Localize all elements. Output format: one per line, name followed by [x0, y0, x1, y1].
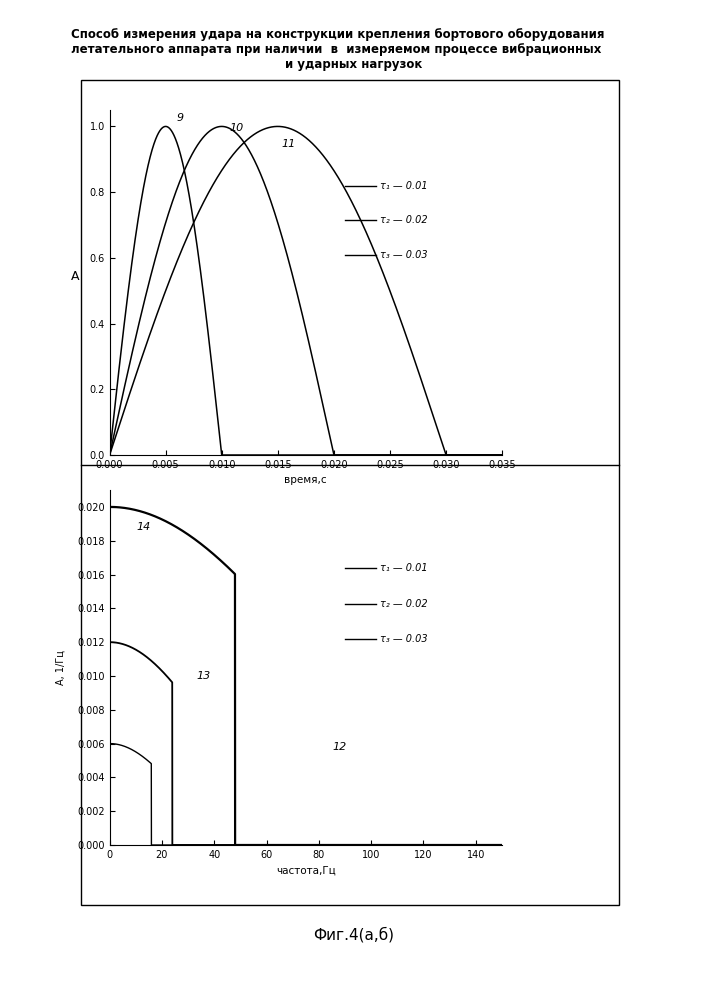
Text: τ₂ — 0.02: τ₂ — 0.02	[380, 215, 428, 225]
Text: τ₃ — 0.03: τ₃ — 0.03	[380, 634, 428, 644]
Text: Способ измерения удара на конструкции крепления бортового оборудования: Способ измерения удара на конструкции кр…	[71, 28, 604, 41]
Text: 9: 9	[177, 113, 184, 123]
Text: 14: 14	[136, 522, 151, 532]
Text: и ударных нагрузок: и ударных нагрузок	[285, 58, 422, 71]
Y-axis label: А, 1/Гц: А, 1/Гц	[56, 650, 66, 685]
Y-axis label: А: А	[71, 269, 80, 282]
Text: 12: 12	[333, 742, 347, 752]
Text: Фиг.4(а,б): Фиг.4(а,б)	[313, 927, 394, 943]
Text: летательного аппарата при наличии  в  измеряемом процессе вибрационных: летательного аппарата при наличии в изме…	[71, 43, 601, 56]
Text: $\tau_1$: $\tau_1$	[216, 495, 228, 506]
Text: 10: 10	[229, 123, 243, 133]
Text: 11: 11	[282, 139, 296, 149]
Text: τ₁ — 0.01: τ₁ — 0.01	[380, 181, 428, 191]
Text: τ₁ — 0.01: τ₁ — 0.01	[380, 563, 428, 573]
X-axis label: частота,Гц: частота,Гц	[276, 865, 336, 875]
X-axis label: время,с: время,с	[284, 475, 327, 485]
Text: τ₂ — 0.02: τ₂ — 0.02	[380, 599, 428, 609]
Text: $\tau_2$: $\tau_2$	[328, 495, 339, 506]
Text: 13: 13	[197, 671, 211, 681]
Text: $\tau_3$: $\tau_3$	[440, 495, 452, 506]
Text: τ₃ — 0.03: τ₃ — 0.03	[380, 250, 428, 260]
